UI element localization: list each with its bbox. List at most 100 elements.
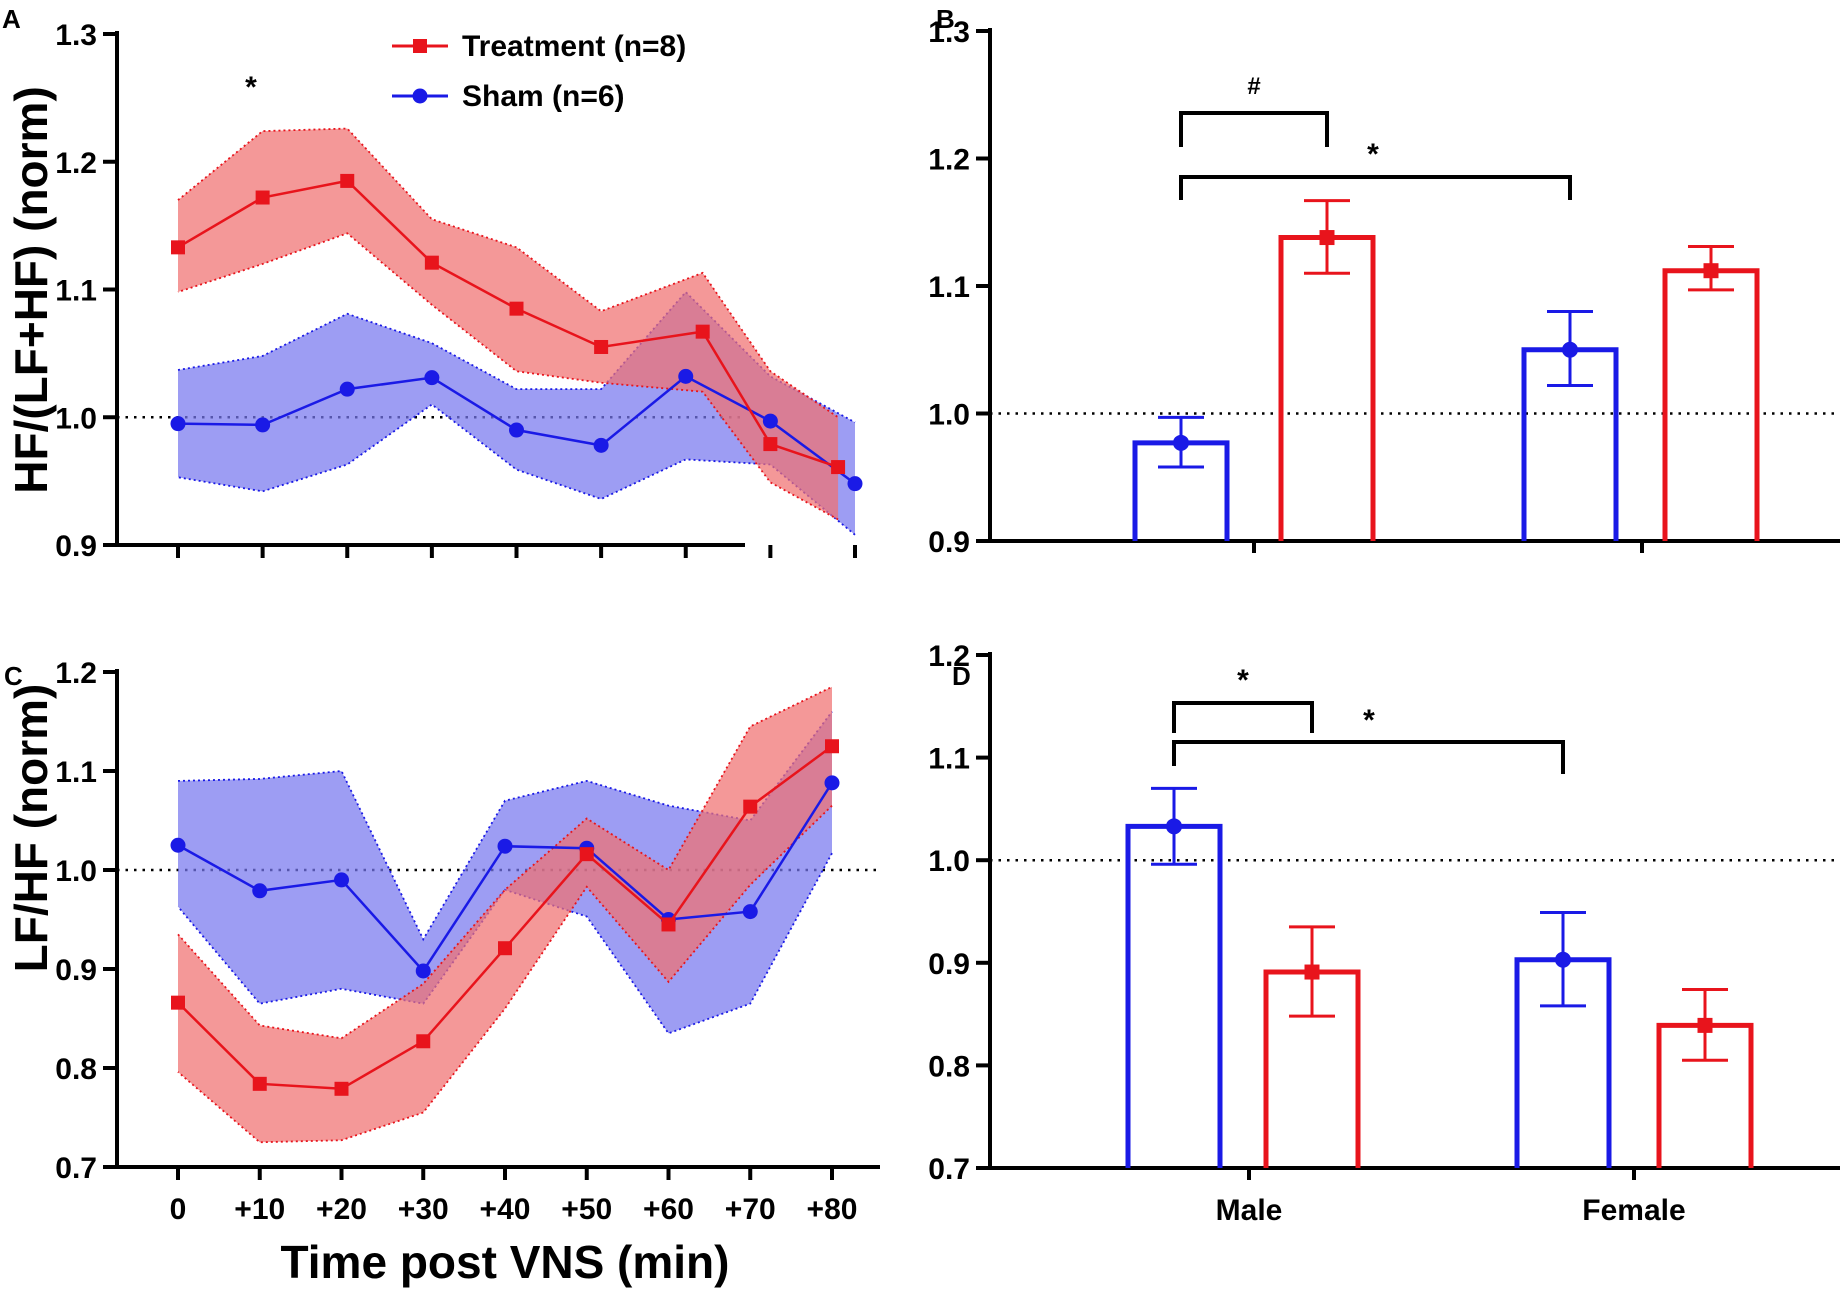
panel-a-sham-point-6 [678, 368, 694, 384]
panel-d-y-tick-label-2: 0.9 [928, 948, 970, 981]
panel-b-y-tick-label-3: 1.2 [928, 144, 970, 177]
panel-a-sham-point-4 [509, 422, 524, 438]
panel-c-y-tick-label-2: 0.9 [55, 954, 97, 987]
panel-a-y-tick-label-0: 0.9 [55, 530, 97, 563]
panel-c-y-tick-label-0: 0.7 [55, 1152, 97, 1185]
panel-b-y-tick-label-4: 1.3 [928, 16, 970, 49]
panel-d-bracket-1-label: * [1237, 664, 1249, 697]
panel-d-y-tick-label-5: 1.2 [928, 640, 970, 673]
panel-a-chart: 0.9 1.0 1.1 1.2 1.3 [55, 19, 863, 563]
legend-treatment-label: Treatment (n=8) [462, 30, 686, 63]
panel-d-y-tick-label-1: 0.8 [928, 1050, 970, 1083]
panel-b-bracket-hash-line [1179, 111, 1329, 147]
panel-a-treatment-ci-lower [177, 232, 839, 521]
panel-b-chart: 0.9 1.0 1.1 1.2 1.3 [928, 16, 1840, 559]
panel-c-treatment-ci-lower [177, 805, 833, 1144]
panel-c-treatment-point-3 [416, 1034, 431, 1049]
panel-b-y-tick-label-1: 1.0 [928, 399, 970, 432]
panel-c-sham-point-7 [742, 904, 758, 920]
panel-d-bar-male-sham [1125, 823, 1223, 1168]
panel-c-x-axis-title: Time post VNS (min) [281, 1236, 730, 1288]
legend-entry-sham: Sham (n=6) [392, 80, 625, 113]
panel-a-sham-point-3 [424, 370, 440, 386]
panel-a-y-tick-label-3: 1.2 [55, 147, 97, 180]
panel-b-star-label: * [1367, 138, 1379, 171]
panel-a-treatment-point-3 [424, 255, 439, 270]
panel-a-y-tick-label-2: 1.1 [55, 275, 97, 308]
panel-c-x-tick-label-1: +10 [234, 1193, 285, 1226]
panel-a-sham-point-0 [170, 416, 186, 432]
panel-a-sham-point-5 [593, 437, 609, 453]
panel-a-y-axis-title: HF/(LF+HF) (norm) [5, 86, 57, 494]
panel-a-y-tick-label-1: 1.0 [55, 402, 97, 435]
panel-c-y-tick-label-4: 1.1 [55, 756, 97, 789]
panel-a-sham-point-8 [847, 476, 863, 492]
panel-a-y-tick-label-4: 1.3 [55, 19, 97, 52]
panel-label-c: C [4, 661, 23, 691]
panel-d-x-tick-label-0: Male [1216, 1194, 1283, 1227]
panel-b-bar-female-sham-mean-marker [1562, 341, 1578, 358]
panel-a-treatment-point-4 [509, 301, 524, 316]
panel-d-y-tick-label-0: 0.7 [928, 1153, 970, 1186]
panel-c-y-axis-title: LF/HF (norm) [5, 684, 57, 973]
panel-c-treatment-point-4 [498, 941, 512, 956]
panel-c-sham-point-0 [170, 837, 186, 853]
panel-b-bar-male-treatment [1278, 235, 1376, 541]
panel-c-treatment-point-6 [661, 917, 676, 932]
panel-c-sham-point-4 [497, 838, 513, 854]
panel-c-x-tick-label-2: +20 [316, 1193, 367, 1226]
panel-a-sham-point-2 [339, 381, 355, 397]
panel-c-chart: 0.7 0.8 0.9 1.0 1.1 1.2 0 +10 +20 +30 +40 +50 +60 +70… [55, 657, 880, 1226]
panel-a-significance-star: * [245, 71, 257, 104]
panel-b-bar-female-treatment [1662, 268, 1760, 541]
panel-a-treatment-point-7 [763, 437, 778, 452]
panel-a-treatment-point-8 [831, 460, 846, 475]
panel-label-a: A [2, 4, 21, 34]
panel-c-treatment-point-2 [334, 1081, 349, 1096]
panel-c-x-tick-label-0: 0 [170, 1193, 187, 1226]
panel-c-y-tick-label-1: 0.8 [55, 1053, 97, 1086]
panel-c-x-tick-label-4: +40 [480, 1193, 531, 1226]
panel-c-treatment-point-0 [171, 995, 185, 1010]
panel-c-x-tick-label-6: +60 [643, 1193, 694, 1226]
panel-label-d: D [952, 661, 971, 691]
legend-sham-label: Sham (n=6) [462, 80, 625, 113]
panel-b-hash-label: # [1247, 73, 1260, 100]
panel-b-bracket-hash: # [1179, 73, 1329, 147]
panel-c-treatment-point-7 [743, 799, 758, 814]
panel-d-bar-female-treatment-mean-marker [1697, 1017, 1713, 1033]
panel-d-x-tick-label-1: Female [1582, 1194, 1685, 1227]
panel-a-treatment-point-1 [255, 190, 270, 205]
panel-label-b: B [936, 4, 955, 34]
panel-d-bracket-2-label: * [1363, 704, 1375, 737]
panel-d-bracket-2-line [1172, 740, 1565, 774]
panel-d-y-tick-label-3: 1.0 [928, 845, 970, 878]
panel-c-treatment-ci-band [178, 686, 832, 1143]
panel-c-y-tick-label-5: 1.2 [55, 657, 97, 690]
panel-c-x-tick-label-8: +80 [807, 1193, 858, 1226]
legend-treatment-marker [413, 39, 427, 53]
panel-c-sham-point-2 [334, 872, 349, 888]
panel-b-bracket-star-line [1179, 175, 1572, 200]
panel-b-y-tick-label-0: 0.9 [928, 526, 970, 559]
panel-b-bar-male-treatment-mean-marker [1319, 230, 1335, 246]
panel-d-bracket-2: * [1172, 704, 1565, 774]
panel-a-treatment-point-0 [171, 240, 185, 255]
panel-b-y-tick-label-2: 1.1 [928, 271, 970, 304]
legend-entry-treatment: Treatment (n=8) [392, 30, 686, 63]
panel-d-chart: 0.7 0.8 0.9 1.0 1.1 1.2 Male Female [928, 640, 1840, 1227]
panel-c-sham-point-8 [824, 775, 840, 791]
panel-d-bar-female-sham-mean-marker [1555, 951, 1571, 968]
panel-d-bar-male-sham-mean-marker [1166, 818, 1182, 835]
legend-sham-marker [412, 88, 428, 104]
panel-a-treatment-ci-band [178, 128, 839, 520]
panel-a-sham-point-7 [762, 413, 778, 429]
panel-a-treatment-ci-upper [177, 127, 839, 418]
panel-c-sham-point-3 [415, 963, 431, 979]
panel-a-treatment-point-2 [340, 173, 355, 188]
panel-a-sham-point-1 [255, 417, 271, 433]
legend: Treatment (n=8) Sham (n=6) [392, 30, 686, 113]
panel-b-bracket-star: * [1179, 138, 1572, 200]
panel-c-sham-point-1 [252, 883, 268, 899]
